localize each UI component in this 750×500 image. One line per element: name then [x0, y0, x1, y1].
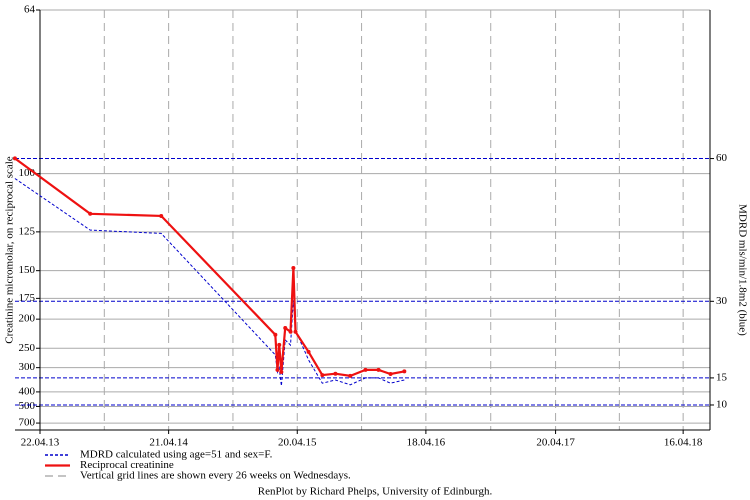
data-point: [288, 329, 293, 334]
data-point: [348, 373, 353, 378]
legend-note: Vertical grid lines are shown every 26 w…: [80, 470, 351, 482]
data-point: [293, 329, 298, 334]
footer: RenPlot by Richard Phelps, University of…: [258, 486, 493, 498]
y-tick-label: 400: [19, 385, 36, 397]
y-tick-label: 500: [19, 400, 36, 412]
series-line: [14, 157, 405, 378]
data-point: [273, 332, 278, 337]
y-tick-label: 150: [19, 264, 36, 276]
y2-tick-label: 15: [716, 371, 728, 383]
x-tick-label: 20.04.15: [278, 437, 317, 449]
series-line: [14, 178, 405, 386]
x-tick-label: 22.04.13: [21, 437, 60, 449]
data-point: [275, 367, 280, 372]
legend-label: MDRD calculated using age=51 and sex=F.: [80, 449, 273, 461]
y-tick-label: 200: [19, 313, 36, 325]
y-tick-label: 125: [19, 225, 36, 237]
data-point: [291, 266, 296, 271]
y-tick-label: 700: [19, 417, 36, 429]
data-point: [320, 373, 325, 378]
y2-tick-label: 10: [716, 399, 728, 411]
y-tick-label: 300: [19, 361, 36, 373]
y2-tick-label: 30: [716, 295, 728, 307]
data-point: [388, 371, 393, 376]
y-tick-label: 64: [24, 4, 36, 16]
data-point: [402, 369, 407, 374]
y-tick-label: 175: [19, 292, 36, 304]
y-tick-label: 250: [19, 342, 36, 354]
x-tick-label: 16.04.18: [664, 437, 703, 449]
data-point: [277, 342, 282, 347]
x-tick-label: 21.04.14: [149, 437, 188, 449]
y-tick-label: 100: [19, 167, 36, 179]
x-tick-label: 20.04.17: [536, 437, 575, 449]
data-point: [279, 369, 284, 374]
y-axis-label: Creatinine micromolar, on reciprocal sca…: [4, 156, 16, 344]
legend-label: Reciprocal creatinine: [80, 459, 174, 471]
data-point: [159, 213, 164, 218]
data-point: [306, 349, 311, 354]
data-point: [88, 211, 93, 216]
y2-tick-label: 60: [716, 152, 728, 164]
data-point: [376, 367, 381, 372]
data-point: [333, 371, 338, 376]
x-tick-label: 18.04.16: [407, 437, 446, 449]
data-point: [363, 367, 368, 372]
data-point: [283, 326, 288, 331]
data-point: [12, 156, 17, 161]
y2-axis-label: MDRD mls/min/1.8m2 (blue): [736, 204, 748, 336]
